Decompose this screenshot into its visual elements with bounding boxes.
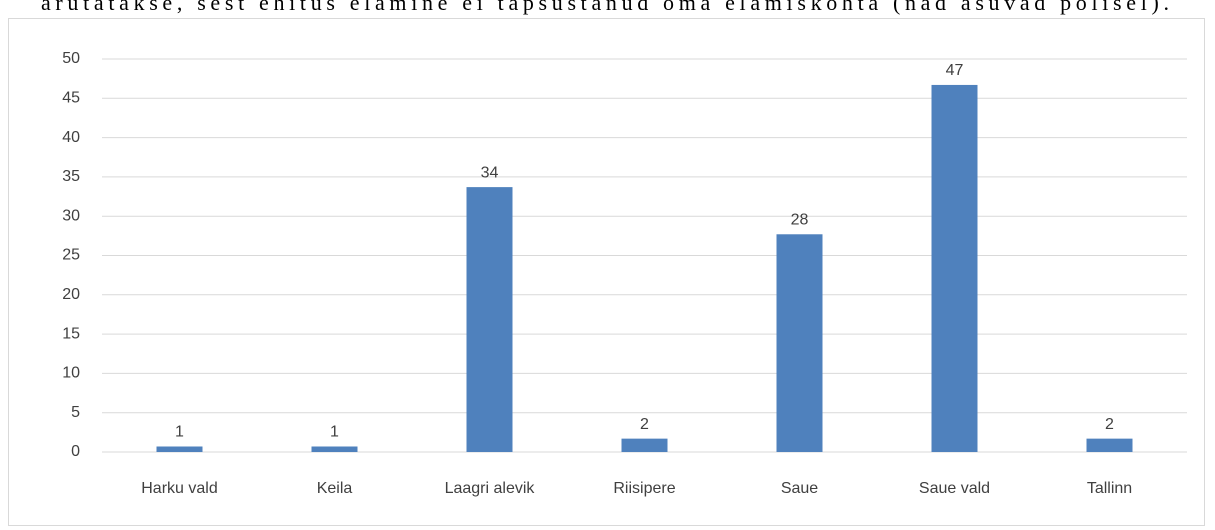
x-tick-label: Saue: [781, 480, 818, 497]
x-tick-label: Saue vald: [919, 480, 990, 497]
data-label: 47: [946, 62, 964, 79]
caption-text: arutatakse, sest ehitus elamine ei täpsu…: [41, 0, 1169, 15]
data-label: 34: [481, 164, 499, 181]
y-tick-label: 5: [71, 404, 80, 421]
bar: [156, 446, 203, 452]
bar: [621, 438, 668, 452]
data-label: 2: [1105, 416, 1114, 433]
y-tick-label: 45: [62, 90, 80, 107]
data-label: 1: [330, 424, 339, 441]
x-tick-label: Harku vald: [141, 480, 217, 497]
bar: [931, 84, 978, 453]
data-label: 28: [791, 211, 809, 228]
x-tick-label: Tallinn: [1087, 480, 1132, 497]
bar: [466, 187, 513, 453]
bar: [776, 234, 823, 452]
x-tick-label: Keila: [317, 480, 353, 497]
data-label: 1: [175, 424, 184, 441]
y-tick-label: 10: [62, 365, 80, 382]
y-tick-label: 25: [62, 247, 80, 264]
y-tick-label: 20: [62, 286, 80, 303]
bar: [311, 446, 358, 452]
y-tick-label: 30: [62, 207, 80, 224]
x-tick-label: Laagri alevik: [445, 480, 536, 497]
y-tick-label: 15: [62, 325, 80, 342]
x-tick-label: Riisipere: [613, 480, 675, 497]
chart-frame: [8, 18, 1205, 526]
y-tick-label: 40: [62, 129, 80, 146]
y-tick-label: 35: [62, 168, 80, 185]
y-tick-label: 0: [71, 443, 80, 460]
data-label: 2: [640, 416, 649, 433]
bar: [1086, 438, 1133, 452]
y-tick-label: 50: [62, 50, 80, 67]
